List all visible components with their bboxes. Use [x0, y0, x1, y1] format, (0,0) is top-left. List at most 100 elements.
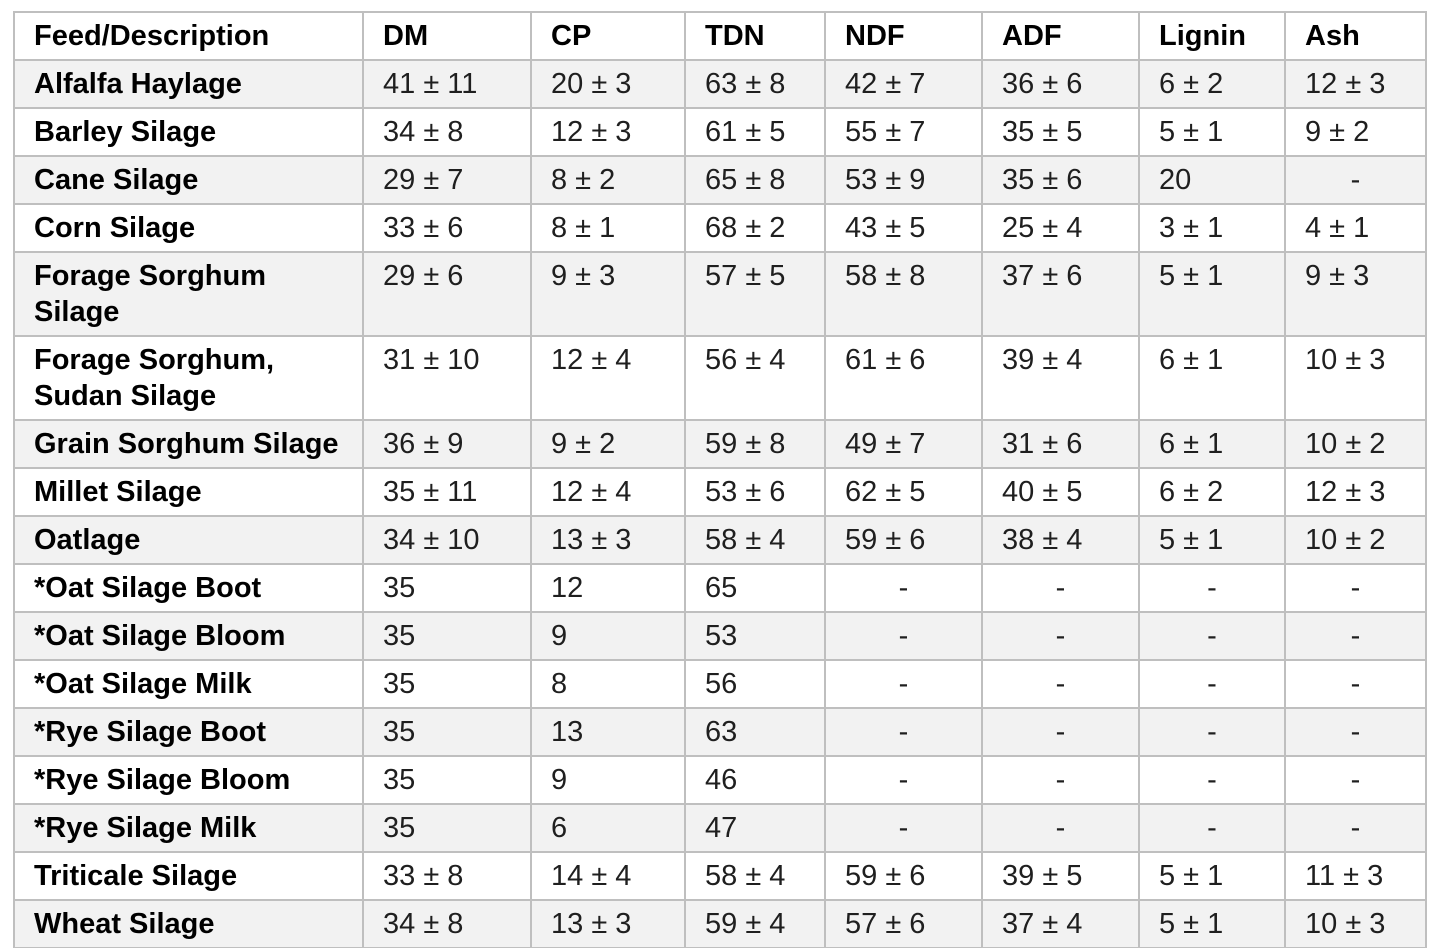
cell-lignin: - — [1138, 755, 1286, 805]
cell-cp: 9 ± 3 — [530, 251, 686, 337]
cell-ash: - — [1284, 563, 1427, 613]
column-header-cp: CP — [530, 11, 686, 61]
feed-name: Forage Sorghum, Sudan Silage — [13, 335, 364, 421]
cell-cp: 12 ± 3 — [530, 107, 686, 157]
cell-ndf: 57 ± 6 — [824, 899, 983, 948]
table-row: Alfalfa Haylage 41 ± 11 20 ± 3 63 ± 8 42 ± 7… — [13, 59, 1427, 109]
feed-name: *Rye Silage Boot — [13, 707, 364, 757]
cell-adf: - — [981, 563, 1140, 613]
cell-cp: 12 — [530, 563, 686, 613]
table-row: Millet Silage 35 ± 11 12 ± 4 53 ± 6 62 ± 5 40… — [13, 467, 1427, 517]
feed-name: Barley Silage — [13, 107, 364, 157]
cell-cp: 20 ± 3 — [530, 59, 686, 109]
cell-dm: 29 ± 6 — [362, 251, 532, 337]
feed-name: *Oat Silage Boot — [13, 563, 364, 613]
cell-adf: - — [981, 707, 1140, 757]
cell-adf: - — [981, 803, 1140, 853]
cell-dm: 29 ± 7 — [362, 155, 532, 205]
cell-lignin: 6 ± 1 — [1138, 335, 1286, 421]
table-row: *Oat Silage Bloom 35 9 53- - - - — [13, 611, 1427, 661]
feed-name: Cane Silage — [13, 155, 364, 205]
cell-dm: 31 ± 10 — [362, 335, 532, 421]
cell-lignin: 3 ± 1 — [1138, 203, 1286, 253]
cell-ndf: 61 ± 6 — [824, 335, 983, 421]
column-header-feed-description: Feed/Description — [13, 11, 364, 61]
cell-ndf: 58 ± 8 — [824, 251, 983, 337]
table-row: Triticale Silage 33 ± 8 14 ± 4 58 ± 4 59 ± 6… — [13, 851, 1427, 901]
cell-cp: 13 — [530, 707, 686, 757]
cell-ndf: 42 ± 7 — [824, 59, 983, 109]
cell-tdn: 63 — [684, 707, 826, 757]
cell-tdn: 56 — [684, 659, 826, 709]
cell-adf: 40 ± 5 — [981, 467, 1140, 517]
cell-ash: 12 ± 3 — [1284, 59, 1427, 109]
cell-cp: 9 — [530, 755, 686, 805]
cell-lignin: 5 ± 1 — [1138, 251, 1286, 337]
cell-ash: 11 ± 3 — [1284, 851, 1427, 901]
cell-dm: 35 — [362, 755, 532, 805]
cell-ndf: - — [824, 659, 983, 709]
cell-tdn: 59 ± 4 — [684, 899, 826, 948]
cell-lignin: 6 ± 2 — [1138, 59, 1286, 109]
cell-tdn: 58 ± 4 — [684, 851, 826, 901]
cell-cp: 9 ± 2 — [530, 419, 686, 469]
cell-dm: 35 — [362, 611, 532, 661]
column-header-ndf: NDF — [824, 11, 983, 61]
cell-ash: - — [1284, 803, 1427, 853]
cell-adf: - — [981, 611, 1140, 661]
table-row: Wheat Silage 34 ± 8 13 ± 3 59 ± 4 57 ± 6 37 ±… — [13, 899, 1427, 948]
cell-adf: 25 ± 4 — [981, 203, 1140, 253]
cell-dm: 33 ± 8 — [362, 851, 532, 901]
cell-ndf: - — [824, 803, 983, 853]
feed-name: Wheat Silage — [13, 899, 364, 948]
cell-ndf: 49 ± 7 — [824, 419, 983, 469]
cell-ndf: - — [824, 755, 983, 805]
feed-name: *Rye Silage Milk — [13, 803, 364, 853]
cell-adf: 39 ± 5 — [981, 851, 1140, 901]
cell-dm: 35 — [362, 707, 532, 757]
cell-dm: 35 ± 11 — [362, 467, 532, 517]
cell-tdn: 65 ± 8 — [684, 155, 826, 205]
cell-ash: 10 ± 3 — [1284, 335, 1427, 421]
cell-ash: - — [1284, 707, 1427, 757]
cell-lignin: 5 ± 1 — [1138, 515, 1286, 565]
table-row: *Rye Silage Boot 35 13 63- - - - — [13, 707, 1427, 757]
cell-tdn: 65 — [684, 563, 826, 613]
feed-name: Alfalfa Haylage — [13, 59, 364, 109]
cell-adf: 35 ± 6 — [981, 155, 1140, 205]
cell-cp: 8 ± 1 — [530, 203, 686, 253]
cell-adf: - — [981, 659, 1140, 709]
cell-lignin: 20 — [1138, 155, 1286, 205]
feed-name: *Rye Silage Bloom — [13, 755, 364, 805]
cell-dm: 33 ± 6 — [362, 203, 532, 253]
cell-ash: 4 ± 1 — [1284, 203, 1427, 253]
feed-name: Corn Silage — [13, 203, 364, 253]
table-row: Barley Silage 34 ± 8 12 ± 3 61 ± 5 55 ± 7 35 … — [13, 107, 1427, 157]
column-header-ash: Ash — [1284, 11, 1427, 61]
cell-lignin: - — [1138, 611, 1286, 661]
cell-ash: - — [1284, 755, 1427, 805]
cell-lignin: 5 ± 1 — [1138, 851, 1286, 901]
cell-adf: 38 ± 4 — [981, 515, 1140, 565]
cell-lignin: 6 ± 2 — [1138, 467, 1286, 517]
cell-ndf: - — [824, 707, 983, 757]
column-header-adf: ADF — [981, 11, 1140, 61]
cell-tdn: 57 ± 5 — [684, 251, 826, 337]
cell-dm: 35 — [362, 659, 532, 709]
cell-ash: - — [1284, 611, 1427, 661]
column-header-dm: DM — [362, 11, 532, 61]
cell-adf: 31 ± 6 — [981, 419, 1140, 469]
table-row: Forage Sorghum, Sudan Silage 31 ± 10 12 ± … — [13, 335, 1427, 421]
cell-adf: 39 ± 4 — [981, 335, 1140, 421]
cell-dm: 34 ± 8 — [362, 899, 532, 948]
cell-ndf: 62 ± 5 — [824, 467, 983, 517]
cell-ash: 9 ± 2 — [1284, 107, 1427, 157]
cell-tdn: 53 — [684, 611, 826, 661]
cell-tdn: 59 ± 8 — [684, 419, 826, 469]
cell-dm: 35 — [362, 803, 532, 853]
cell-ash: 10 ± 3 — [1284, 899, 1427, 948]
cell-lignin: - — [1138, 659, 1286, 709]
